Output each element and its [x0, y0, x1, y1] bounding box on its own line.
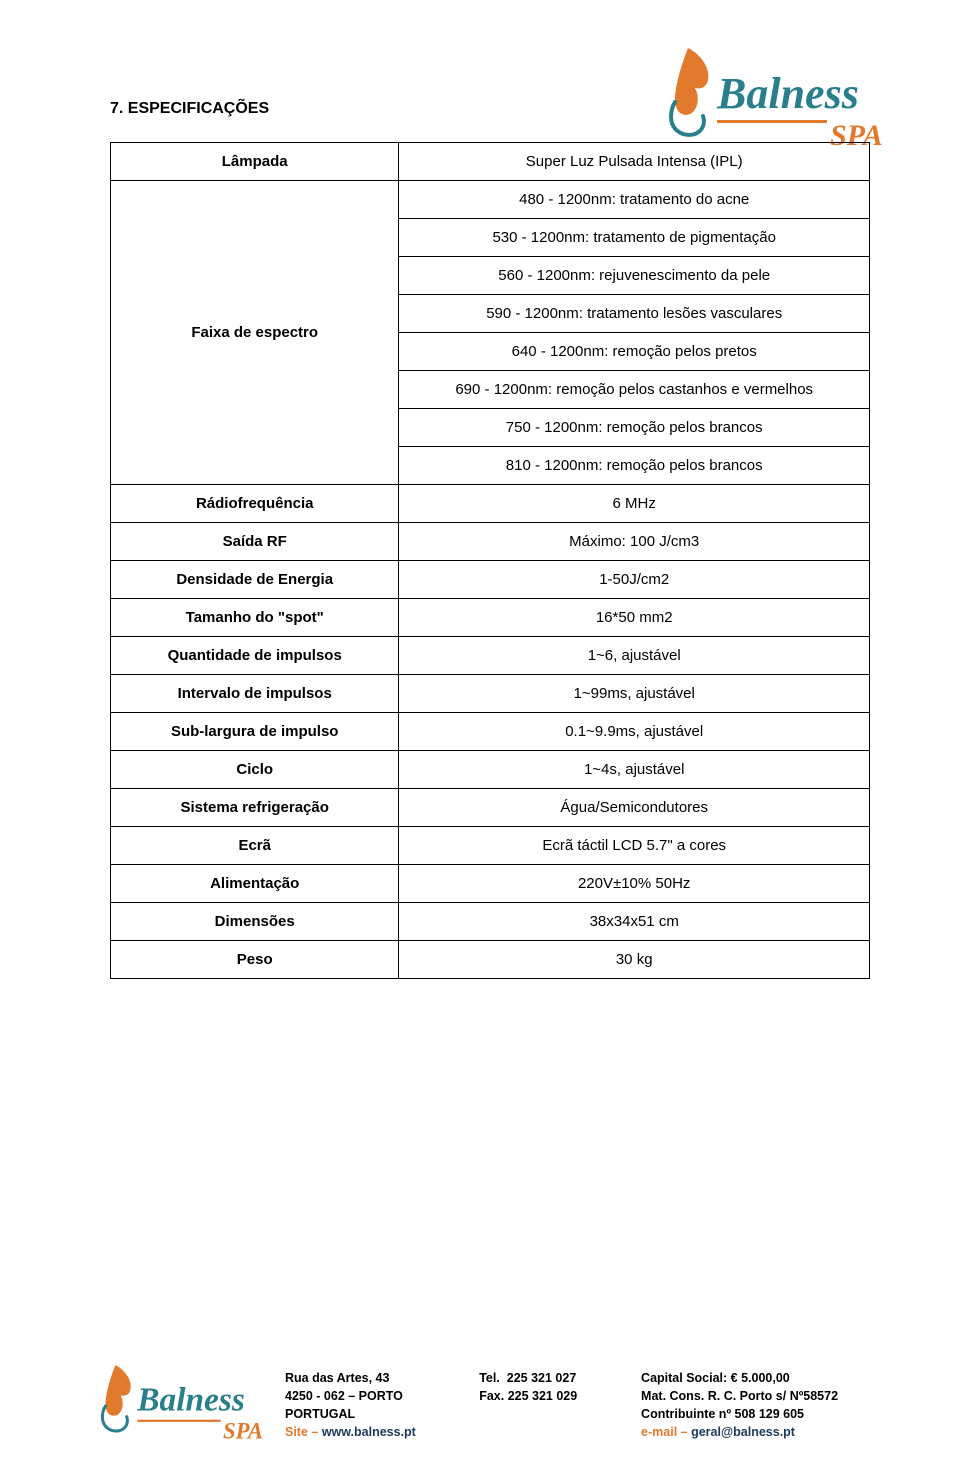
footer-email-label: e-mail –: [641, 1425, 691, 1439]
table-row: Dimensões 38x34x51 cm: [111, 903, 870, 941]
footer-contrib-label: Contribuinte nº: [641, 1407, 731, 1421]
footer-tel-label: Tel.: [479, 1371, 500, 1385]
spec-label: Intervalo de impulsos: [111, 675, 399, 713]
spec-label: Dimensões: [111, 903, 399, 941]
spec-value: 0.1~9.9ms, ajustável: [399, 713, 870, 751]
footer-capital-label: Capital Social:: [641, 1371, 727, 1385]
spec-value: 220V±10% 50Hz: [399, 865, 870, 903]
spec-label: Tamanho do "spot": [111, 599, 399, 637]
spec-value: 480 - 1200nm: tratamento do acne: [399, 181, 870, 219]
spec-label: Sub-largura de impulso: [111, 713, 399, 751]
footer-line: 4250 - 062 – PORTO: [285, 1387, 479, 1405]
table-row: Saída RF Máximo: 100 J/cm3: [111, 523, 870, 561]
spec-label: Ecrã: [111, 827, 399, 865]
spec-value: 1~99ms, ajustável: [399, 675, 870, 713]
spec-label: Faixa de espectro: [111, 181, 399, 485]
table-row: Tamanho do "spot" 16*50 mm2: [111, 599, 870, 637]
spec-label: Quantidade de impulsos: [111, 637, 399, 675]
spec-value: 30 kg: [399, 941, 870, 979]
footer-col-address: Rua das Artes, 43 4250 - 062 – PORTO POR…: [285, 1369, 479, 1442]
footer-line: Tel. 225 321 027: [479, 1369, 641, 1387]
spec-label: Alimentação: [111, 865, 399, 903]
spec-value: 640 - 1200nm: remoção pelos pretos: [399, 333, 870, 371]
table-row: Quantidade de impulsos 1~6, ajustável: [111, 637, 870, 675]
spec-value: 750 - 1200nm: remoção pelos brancos: [399, 409, 870, 447]
spec-value: 810 - 1200nm: remoção pelos brancos: [399, 447, 870, 485]
footer-fax-value: 225 321 029: [508, 1389, 578, 1403]
spec-value: 6 MHz: [399, 485, 870, 523]
footer: Rua das Artes, 43 4250 - 062 – PORTO POR…: [0, 1369, 960, 1442]
table-row: Alimentação 220V±10% 50Hz: [111, 865, 870, 903]
footer-site-link[interactable]: www.balness.pt: [322, 1425, 416, 1439]
spec-value: 590 - 1200nm: tratamento lesões vascular…: [399, 295, 870, 333]
spec-value: 1~4s, ajustável: [399, 751, 870, 789]
spec-label: Peso: [111, 941, 399, 979]
spec-label: Lâmpada: [111, 143, 399, 181]
page-content: 7. ESPECIFICAÇÕES Lâmpada Super Luz Puls…: [0, 0, 960, 1280]
spec-value: 560 - 1200nm: rejuvenescimento da pele: [399, 257, 870, 295]
spec-value: Água/Semicondutores: [399, 789, 870, 827]
spec-value: Super Luz Pulsada Intensa (IPL): [399, 143, 870, 181]
spec-value: 690 - 1200nm: remoção pelos castanhos e …: [399, 371, 870, 409]
footer-line: e-mail – geral@balness.pt: [641, 1423, 900, 1441]
table-row: Faixa de espectro 480 - 1200nm: tratamen…: [111, 181, 870, 219]
spec-value: 16*50 mm2: [399, 599, 870, 637]
spec-label: Densidade de Energia: [111, 561, 399, 599]
section-title: 7. ESPECIFICAÇÕES: [110, 100, 870, 118]
spec-value: 1-50J/cm2: [399, 561, 870, 599]
spec-value: Ecrã táctil LCD 5.7" a cores: [399, 827, 870, 865]
spec-label: Saída RF: [111, 523, 399, 561]
footer-col-phone: Tel. 225 321 027 Fax. 225 321 029: [479, 1369, 641, 1442]
footer-line: Rua das Artes, 43: [285, 1369, 479, 1387]
footer-line: Capital Social: € 5.000,00: [641, 1369, 900, 1387]
footer-line: Mat. Cons. R. C. Porto s/ Nº58572: [641, 1387, 900, 1405]
spec-label: Ciclo: [111, 751, 399, 789]
spec-value: Máximo: 100 J/cm3: [399, 523, 870, 561]
footer-mat-label: Mat. Cons. R. C. Porto s/: [641, 1389, 786, 1403]
footer-line: Contribuinte nº 508 129 605: [641, 1405, 900, 1423]
footer-fax-label: Fax.: [479, 1389, 504, 1403]
footer-mat-value: Nº58572: [790, 1389, 838, 1403]
footer-col-legal: Capital Social: € 5.000,00 Mat. Cons. R.…: [641, 1369, 900, 1442]
spec-label: Sistema refrigeração: [111, 789, 399, 827]
table-row: Rádiofrequência 6 MHz: [111, 485, 870, 523]
table-row: Peso 30 kg: [111, 941, 870, 979]
table-row: Densidade de Energia 1-50J/cm2: [111, 561, 870, 599]
footer-email-link[interactable]: geral@balness.pt: [691, 1425, 795, 1439]
spec-value: 38x34x51 cm: [399, 903, 870, 941]
footer-capital-value: € 5.000,00: [731, 1371, 790, 1385]
footer-contrib-value: 508 129 605: [735, 1407, 805, 1421]
footer-line: Site – www.balness.pt: [285, 1423, 479, 1441]
spec-value: 530 - 1200nm: tratamento de pigmentação: [399, 219, 870, 257]
table-row: Lâmpada Super Luz Pulsada Intensa (IPL): [111, 143, 870, 181]
spec-label: Rádiofrequência: [111, 485, 399, 523]
table-row: Ecrã Ecrã táctil LCD 5.7" a cores: [111, 827, 870, 865]
footer-line: PORTUGAL: [285, 1405, 479, 1423]
spec-table: Lâmpada Super Luz Pulsada Intensa (IPL) …: [110, 142, 870, 979]
footer-tel-value: 225 321 027: [507, 1371, 577, 1385]
spec-value: 1~6, ajustável: [399, 637, 870, 675]
table-row: Sub-largura de impulso 0.1~9.9ms, ajustá…: [111, 713, 870, 751]
footer-line: Fax. 225 321 029: [479, 1387, 641, 1405]
table-row: Ciclo 1~4s, ajustável: [111, 751, 870, 789]
table-row: Sistema refrigeração Água/Semicondutores: [111, 789, 870, 827]
footer-site-label: Site –: [285, 1425, 322, 1439]
table-row: Intervalo de impulsos 1~99ms, ajustável: [111, 675, 870, 713]
